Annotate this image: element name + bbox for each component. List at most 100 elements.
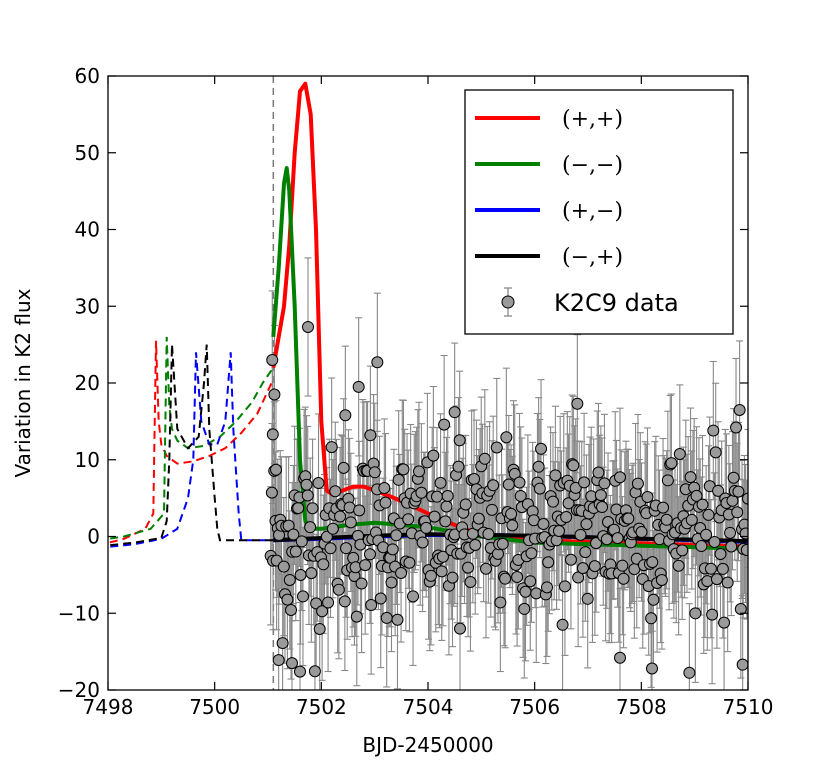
k2c9-point bbox=[436, 550, 449, 563]
k2c9-point bbox=[734, 602, 747, 615]
k2c9-point bbox=[413, 465, 426, 478]
x-tick-label: 7506 bbox=[509, 695, 560, 719]
k2c9-point bbox=[316, 605, 329, 618]
k2c9-point bbox=[535, 442, 548, 455]
k2c9-point bbox=[266, 353, 279, 366]
k2c9-point bbox=[326, 522, 339, 535]
k2c9-point bbox=[438, 418, 451, 431]
k2c9-point bbox=[613, 471, 626, 484]
k2c9-point bbox=[285, 603, 298, 616]
k2c9-point bbox=[340, 542, 353, 555]
series-dashed-line bbox=[108, 336, 275, 540]
k2c9-point bbox=[546, 495, 559, 508]
k2c9-point bbox=[733, 404, 746, 417]
k2c9-point bbox=[310, 597, 323, 610]
k2c9-point bbox=[283, 573, 296, 586]
k2c9-point bbox=[482, 528, 495, 541]
k2c9-point bbox=[676, 544, 689, 557]
k2c9-point bbox=[511, 570, 524, 583]
k2c9-point bbox=[552, 524, 565, 537]
k2c9-point bbox=[537, 518, 550, 531]
k2c9-point bbox=[355, 577, 368, 590]
k2c9-point bbox=[524, 575, 537, 588]
k2c9-point bbox=[322, 596, 335, 609]
k2c9-point bbox=[494, 596, 507, 609]
y-tick-label: 60 bbox=[75, 64, 100, 88]
k2c9-point bbox=[689, 607, 702, 620]
k2c9-point bbox=[344, 516, 357, 529]
k2c9-point bbox=[721, 576, 734, 589]
k2c9-point bbox=[415, 486, 428, 499]
y-tick-label: −10 bbox=[58, 601, 100, 625]
k2c9-point bbox=[702, 508, 715, 521]
k2c9-point bbox=[305, 567, 318, 580]
k2c9-point bbox=[435, 565, 448, 578]
k2c9-point bbox=[448, 406, 461, 419]
k2c9-point bbox=[578, 476, 591, 489]
k2c9-point bbox=[562, 497, 575, 510]
k2c9-point bbox=[287, 528, 300, 541]
legend-label: (−,−) bbox=[562, 153, 623, 178]
y-tick-label: 30 bbox=[75, 294, 100, 318]
k2c9-point bbox=[317, 558, 330, 571]
k2c9-point bbox=[364, 429, 377, 442]
k2c9-point bbox=[505, 507, 518, 520]
x-axis-title: BJD-2450000 bbox=[362, 733, 493, 757]
k2c9-point bbox=[312, 477, 325, 490]
k2c9-point bbox=[459, 498, 472, 511]
x-tick-label: 7500 bbox=[189, 695, 240, 719]
k2c9-point bbox=[732, 485, 745, 498]
k2c9-point bbox=[472, 512, 485, 525]
series-solid-line bbox=[271, 166, 748, 551]
k2c9-point bbox=[266, 428, 279, 441]
k2c9-point bbox=[368, 466, 381, 479]
k2c9-point bbox=[371, 356, 384, 369]
k2c9-point bbox=[454, 622, 466, 635]
k2c9-point bbox=[712, 484, 725, 497]
k2c9-point bbox=[631, 477, 644, 490]
k2c9-point bbox=[672, 559, 685, 572]
k2c9-point bbox=[616, 559, 629, 572]
k2c9-point bbox=[590, 537, 603, 550]
k2c9-point bbox=[641, 491, 654, 504]
k2c9-point bbox=[407, 590, 420, 603]
k2c9-point bbox=[727, 471, 740, 484]
k2c9-point bbox=[740, 543, 748, 556]
k2c9-point bbox=[439, 515, 452, 528]
k2c9-point bbox=[707, 424, 720, 437]
series-dashed-line bbox=[108, 340, 275, 544]
k2c9-point bbox=[576, 562, 589, 575]
k2c9-point bbox=[403, 556, 416, 569]
k2c9-point bbox=[294, 665, 306, 678]
k2c9-point bbox=[337, 461, 350, 474]
k2c9-point bbox=[292, 502, 305, 515]
k2c9-point bbox=[518, 602, 531, 615]
k2c9-point bbox=[276, 637, 289, 650]
y-tick-label: 40 bbox=[75, 218, 100, 242]
legend-label: (−,+) bbox=[562, 245, 623, 270]
k2c9-point bbox=[706, 608, 719, 621]
k2c9-point bbox=[462, 561, 475, 574]
k2c9-point bbox=[441, 489, 454, 502]
k2c9-point bbox=[731, 506, 744, 519]
k2c9-point bbox=[300, 478, 313, 491]
k2c9-point bbox=[378, 482, 391, 495]
k2c9-point bbox=[334, 510, 347, 523]
k2c9-point bbox=[294, 568, 307, 581]
k2c9-point bbox=[708, 535, 721, 548]
k2c9-point bbox=[614, 651, 626, 664]
x-tick-label: 7510 bbox=[723, 695, 774, 719]
k2c9-point bbox=[572, 571, 585, 584]
k2c9-point bbox=[660, 513, 673, 526]
k2c9-point bbox=[579, 546, 592, 559]
k2c9-point bbox=[592, 466, 605, 479]
k2c9-point bbox=[611, 532, 624, 545]
k2c9-markers bbox=[264, 320, 748, 679]
y-tick-label: 20 bbox=[75, 371, 100, 395]
k2c9-point bbox=[542, 556, 555, 569]
series-dashed-line bbox=[108, 344, 274, 547]
k2c9-point bbox=[742, 492, 748, 505]
k2c9-point bbox=[710, 573, 723, 586]
k2c9-point bbox=[665, 457, 678, 470]
